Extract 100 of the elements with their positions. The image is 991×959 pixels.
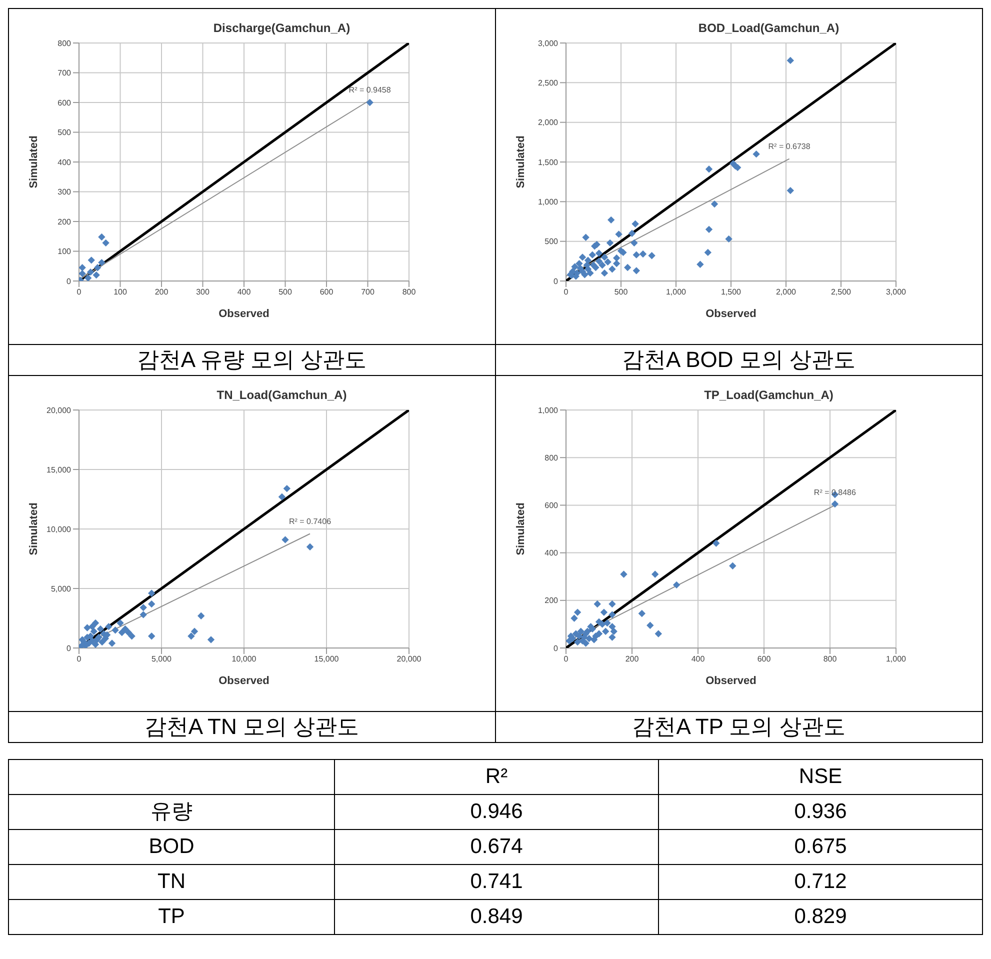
point: [712, 540, 720, 547]
point: [710, 200, 718, 208]
point: [573, 608, 581, 616]
point: [593, 600, 600, 608]
point: [608, 634, 616, 641]
y-tick-label: 1,000: [537, 198, 558, 207]
point: [84, 624, 91, 632]
point: [603, 619, 610, 627]
x-tick-label: 0: [563, 288, 568, 297]
point: [148, 600, 156, 608]
x-tick-label: 800: [822, 654, 837, 664]
point: [102, 239, 110, 247]
y-tick-label: 500: [544, 237, 558, 246]
point: [79, 270, 86, 278]
y-tick-label: 600: [58, 98, 72, 108]
point: [86, 268, 94, 276]
x-axis-title: Observed: [705, 308, 756, 320]
point: [122, 625, 129, 633]
point: [90, 628, 98, 635]
point: [283, 484, 290, 492]
point: [612, 254, 620, 262]
data-label: 0.936: [658, 794, 982, 830]
data-label: 0.675: [658, 830, 982, 864]
point: [632, 267, 640, 274]
y-tick-label: 0: [553, 276, 558, 286]
point: [704, 166, 712, 173]
y-axis-title: Simulated: [28, 502, 40, 556]
y-tick-label: 700: [58, 68, 72, 78]
x-tick-label: 400: [237, 288, 252, 297]
point: [607, 216, 614, 224]
annotation: R² = 0.6738: [768, 142, 810, 151]
y-tick-label: 100: [58, 247, 72, 256]
y-tick-label: 20,000: [46, 406, 72, 415]
x-tick-label: 600: [756, 654, 771, 664]
x-tick-label: R²: [334, 760, 658, 794]
point: [98, 638, 106, 646]
point: [366, 98, 374, 106]
point: [830, 500, 838, 508]
y-tick-label: 400: [58, 158, 72, 167]
point: [190, 628, 198, 635]
point: [600, 608, 608, 616]
x-tick-label: 200: [624, 654, 639, 664]
y-tick-label: 유량: [8, 794, 334, 830]
y-tick-label: 600: [544, 501, 558, 510]
point: [580, 271, 588, 278]
data-label: 0.741: [334, 864, 658, 900]
x-tick-label: 5,000: [151, 654, 172, 664]
point: [646, 622, 654, 629]
x-tick-label: 500: [614, 288, 628, 297]
point: [630, 239, 638, 247]
y-tick-label: TN: [8, 864, 334, 900]
y-tick-label: 200: [544, 596, 558, 606]
text: 감천A 유량 모의 상관도: [136, 346, 368, 374]
point: [604, 258, 611, 266]
point: [638, 610, 645, 618]
point: [608, 622, 616, 630]
point: [651, 570, 658, 578]
chart-title: Discharge(Gamchun_A): [212, 20, 352, 35]
point: [600, 269, 608, 277]
annotation: R² = 0.9458: [348, 86, 392, 94]
point: [79, 264, 86, 272]
point: [576, 264, 584, 272]
x-tick-label: 2,500: [830, 288, 852, 297]
annotation: R² = 0.7406: [288, 516, 332, 526]
x-tick-label: 200: [154, 288, 169, 297]
point: [598, 262, 606, 269]
point: [148, 590, 156, 597]
point: [282, 536, 289, 544]
y-tick-label: 800: [58, 38, 72, 48]
point: [594, 258, 602, 265]
point: [704, 226, 712, 234]
y-tick-label: BOD: [8, 830, 334, 864]
point: [606, 239, 614, 247]
point: [614, 230, 622, 238]
y-tick-label: 5,000: [50, 584, 72, 594]
y-tick-label: 10,000: [46, 524, 72, 534]
y-tick-label: 500: [58, 128, 72, 138]
y-tick-label: 2,500: [537, 78, 558, 88]
point: [140, 604, 147, 612]
point: [118, 628, 126, 636]
point: [108, 640, 116, 647]
y-axis-title: Simulated: [28, 136, 40, 188]
chart-title: BOD_Load(Gamchun_A): [697, 20, 840, 35]
point: [654, 630, 662, 638]
point: [576, 628, 584, 635]
y-tick-label: 1,500: [537, 158, 558, 167]
point: [148, 632, 156, 640]
point: [92, 271, 100, 279]
x-tick-label: 1,500: [720, 288, 742, 297]
y-axis-title: Simulated: [514, 502, 526, 556]
point: [586, 269, 594, 277]
y-tick-label: 2,000: [537, 118, 558, 128]
chart-title: TN_Load(Gamchun_A): [216, 387, 348, 402]
point: [608, 611, 616, 618]
point: [786, 56, 794, 64]
x-tick-label: 0: [563, 654, 568, 664]
y-tick-label: 400: [544, 548, 558, 558]
point: [724, 235, 732, 243]
x-tick-label: 20,000: [396, 654, 422, 664]
point: [588, 251, 596, 258]
